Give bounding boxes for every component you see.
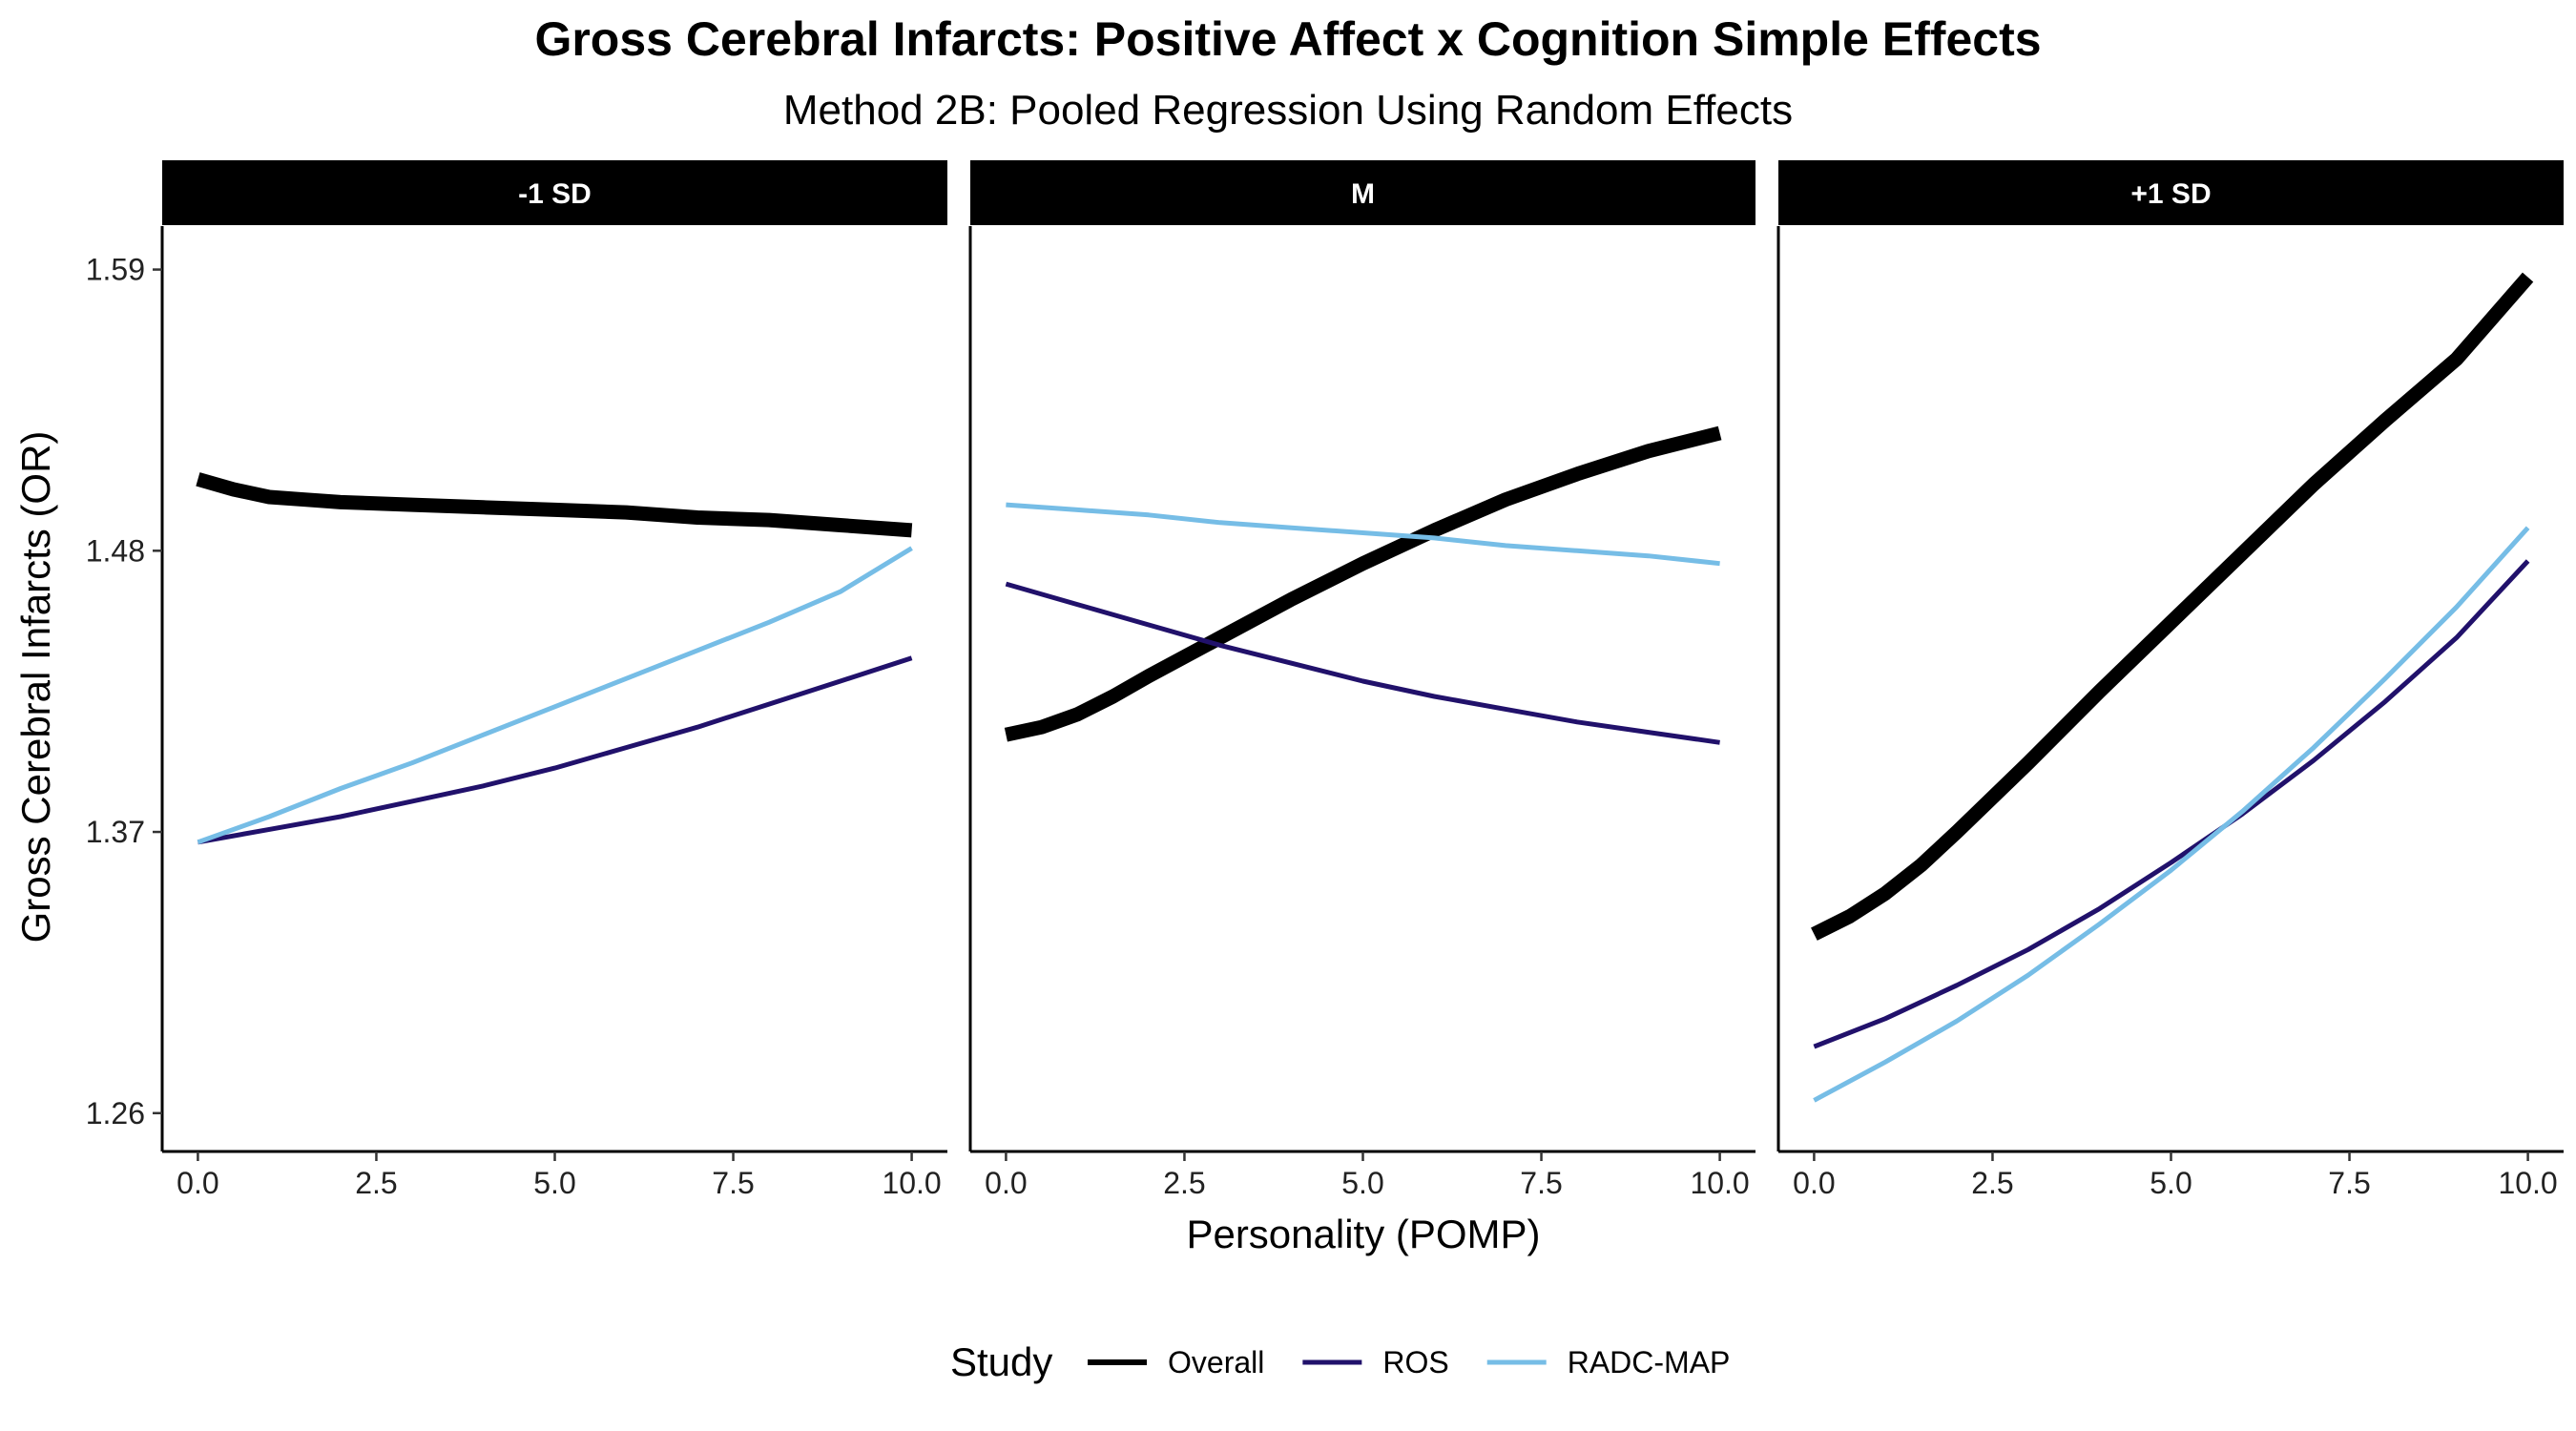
x-tick-label-m: 2.5: [1163, 1166, 1205, 1200]
x-tick-label-1-sd: 7.5: [712, 1166, 754, 1200]
x-tick-label-m: 0.0: [985, 1166, 1027, 1200]
x-tick-label-1-sd: 10.0: [2498, 1166, 2557, 1200]
panel-1-sd: +1 SD 0.0 2.5 5.0 7.5 10.0: [1776, 160, 2564, 1200]
facet-strip-m: [970, 160, 1755, 225]
facet-strip-1-sd: [162, 160, 947, 225]
series-line-overall-m: [1004, 425, 1722, 742]
x-tick-label-1-sd: 5.0: [2150, 1166, 2192, 1200]
y-tick-label: 1.48: [86, 533, 145, 568]
facet-strip-1-sd: [1778, 160, 2564, 225]
x-tick-label-1-sd: 0.0: [1793, 1166, 1835, 1200]
panel-m: M 0.0 2.5 5.0 7.5 10.0: [968, 160, 1755, 1200]
series-line-ros-1-sd: [197, 655, 913, 845]
chart-subtitle: Method 2B: Pooled Regression Using Rando…: [783, 87, 1793, 134]
panels-layer: -1 SD 0.0 2.5 5.0 7.5 10.0 1.26 1.37 1.48 1.59 M 0.…: [86, 160, 2564, 1200]
legend: Study Overall ROS RADC-MAP: [950, 1339, 1730, 1384]
legend-label-ros: ROS: [1382, 1345, 1448, 1379]
x-tick-label-1-sd: 10.0: [882, 1166, 941, 1200]
x-tick-label-1-sd: 0.0: [177, 1166, 218, 1200]
facet-label-1-sd: +1 SD: [2130, 178, 2211, 210]
series-line-overall-1-sd: [196, 472, 913, 538]
y-tick-label: 1.37: [86, 815, 145, 849]
series-line-ros-m: [1005, 581, 1720, 745]
facet-label-1-sd: -1 SD: [518, 178, 592, 210]
chart-title: Gross Cerebral Infarcts: Positive Affect…: [534, 12, 2041, 66]
x-tick-label-m: 7.5: [1520, 1166, 1562, 1200]
series-line-radc-map-m: [1006, 502, 1720, 567]
series-line-radc-map-1-sd: [197, 546, 913, 845]
y-axis-label: Gross Cerebral Infarcts (OR): [13, 431, 58, 944]
panel-1-sd: -1 SD 0.0 2.5 5.0 7.5 10.0 1.26 1.37 1.48 1.59: [86, 160, 947, 1200]
x-tick-label-1-sd: 2.5: [1971, 1166, 2013, 1200]
series-line-overall-1-sd: [1811, 272, 2534, 941]
legend-item-ros: ROS: [1302, 1345, 1449, 1379]
series-line-radc-map-1-sd: [1813, 526, 2530, 1103]
legend-item-overall: Overall: [1088, 1345, 1264, 1379]
y-tick-label: 1.59: [86, 253, 145, 287]
x-tick-label-1-sd: 5.0: [533, 1166, 575, 1200]
x-tick-label-1-sd: 7.5: [2328, 1166, 2370, 1200]
facet-label-m: M: [1351, 178, 1375, 210]
x-tick-label-m: 10.0: [1690, 1166, 1749, 1200]
series-line-ros-1-sd: [1813, 559, 2530, 1049]
y-tick-label: 1.26: [86, 1096, 145, 1130]
legend-item-radc-map: RADC-MAP: [1486, 1345, 1731, 1379]
legend-label-radc-map: RADC-MAP: [1568, 1345, 1731, 1379]
x-tick-label-1-sd: 2.5: [355, 1166, 397, 1200]
legend-title: Study: [950, 1339, 1052, 1384]
x-axis-label: Personality (POMP): [1186, 1212, 1540, 1256]
legend-label-overall: Overall: [1168, 1345, 1264, 1379]
x-tick-label-m: 5.0: [1341, 1166, 1383, 1200]
